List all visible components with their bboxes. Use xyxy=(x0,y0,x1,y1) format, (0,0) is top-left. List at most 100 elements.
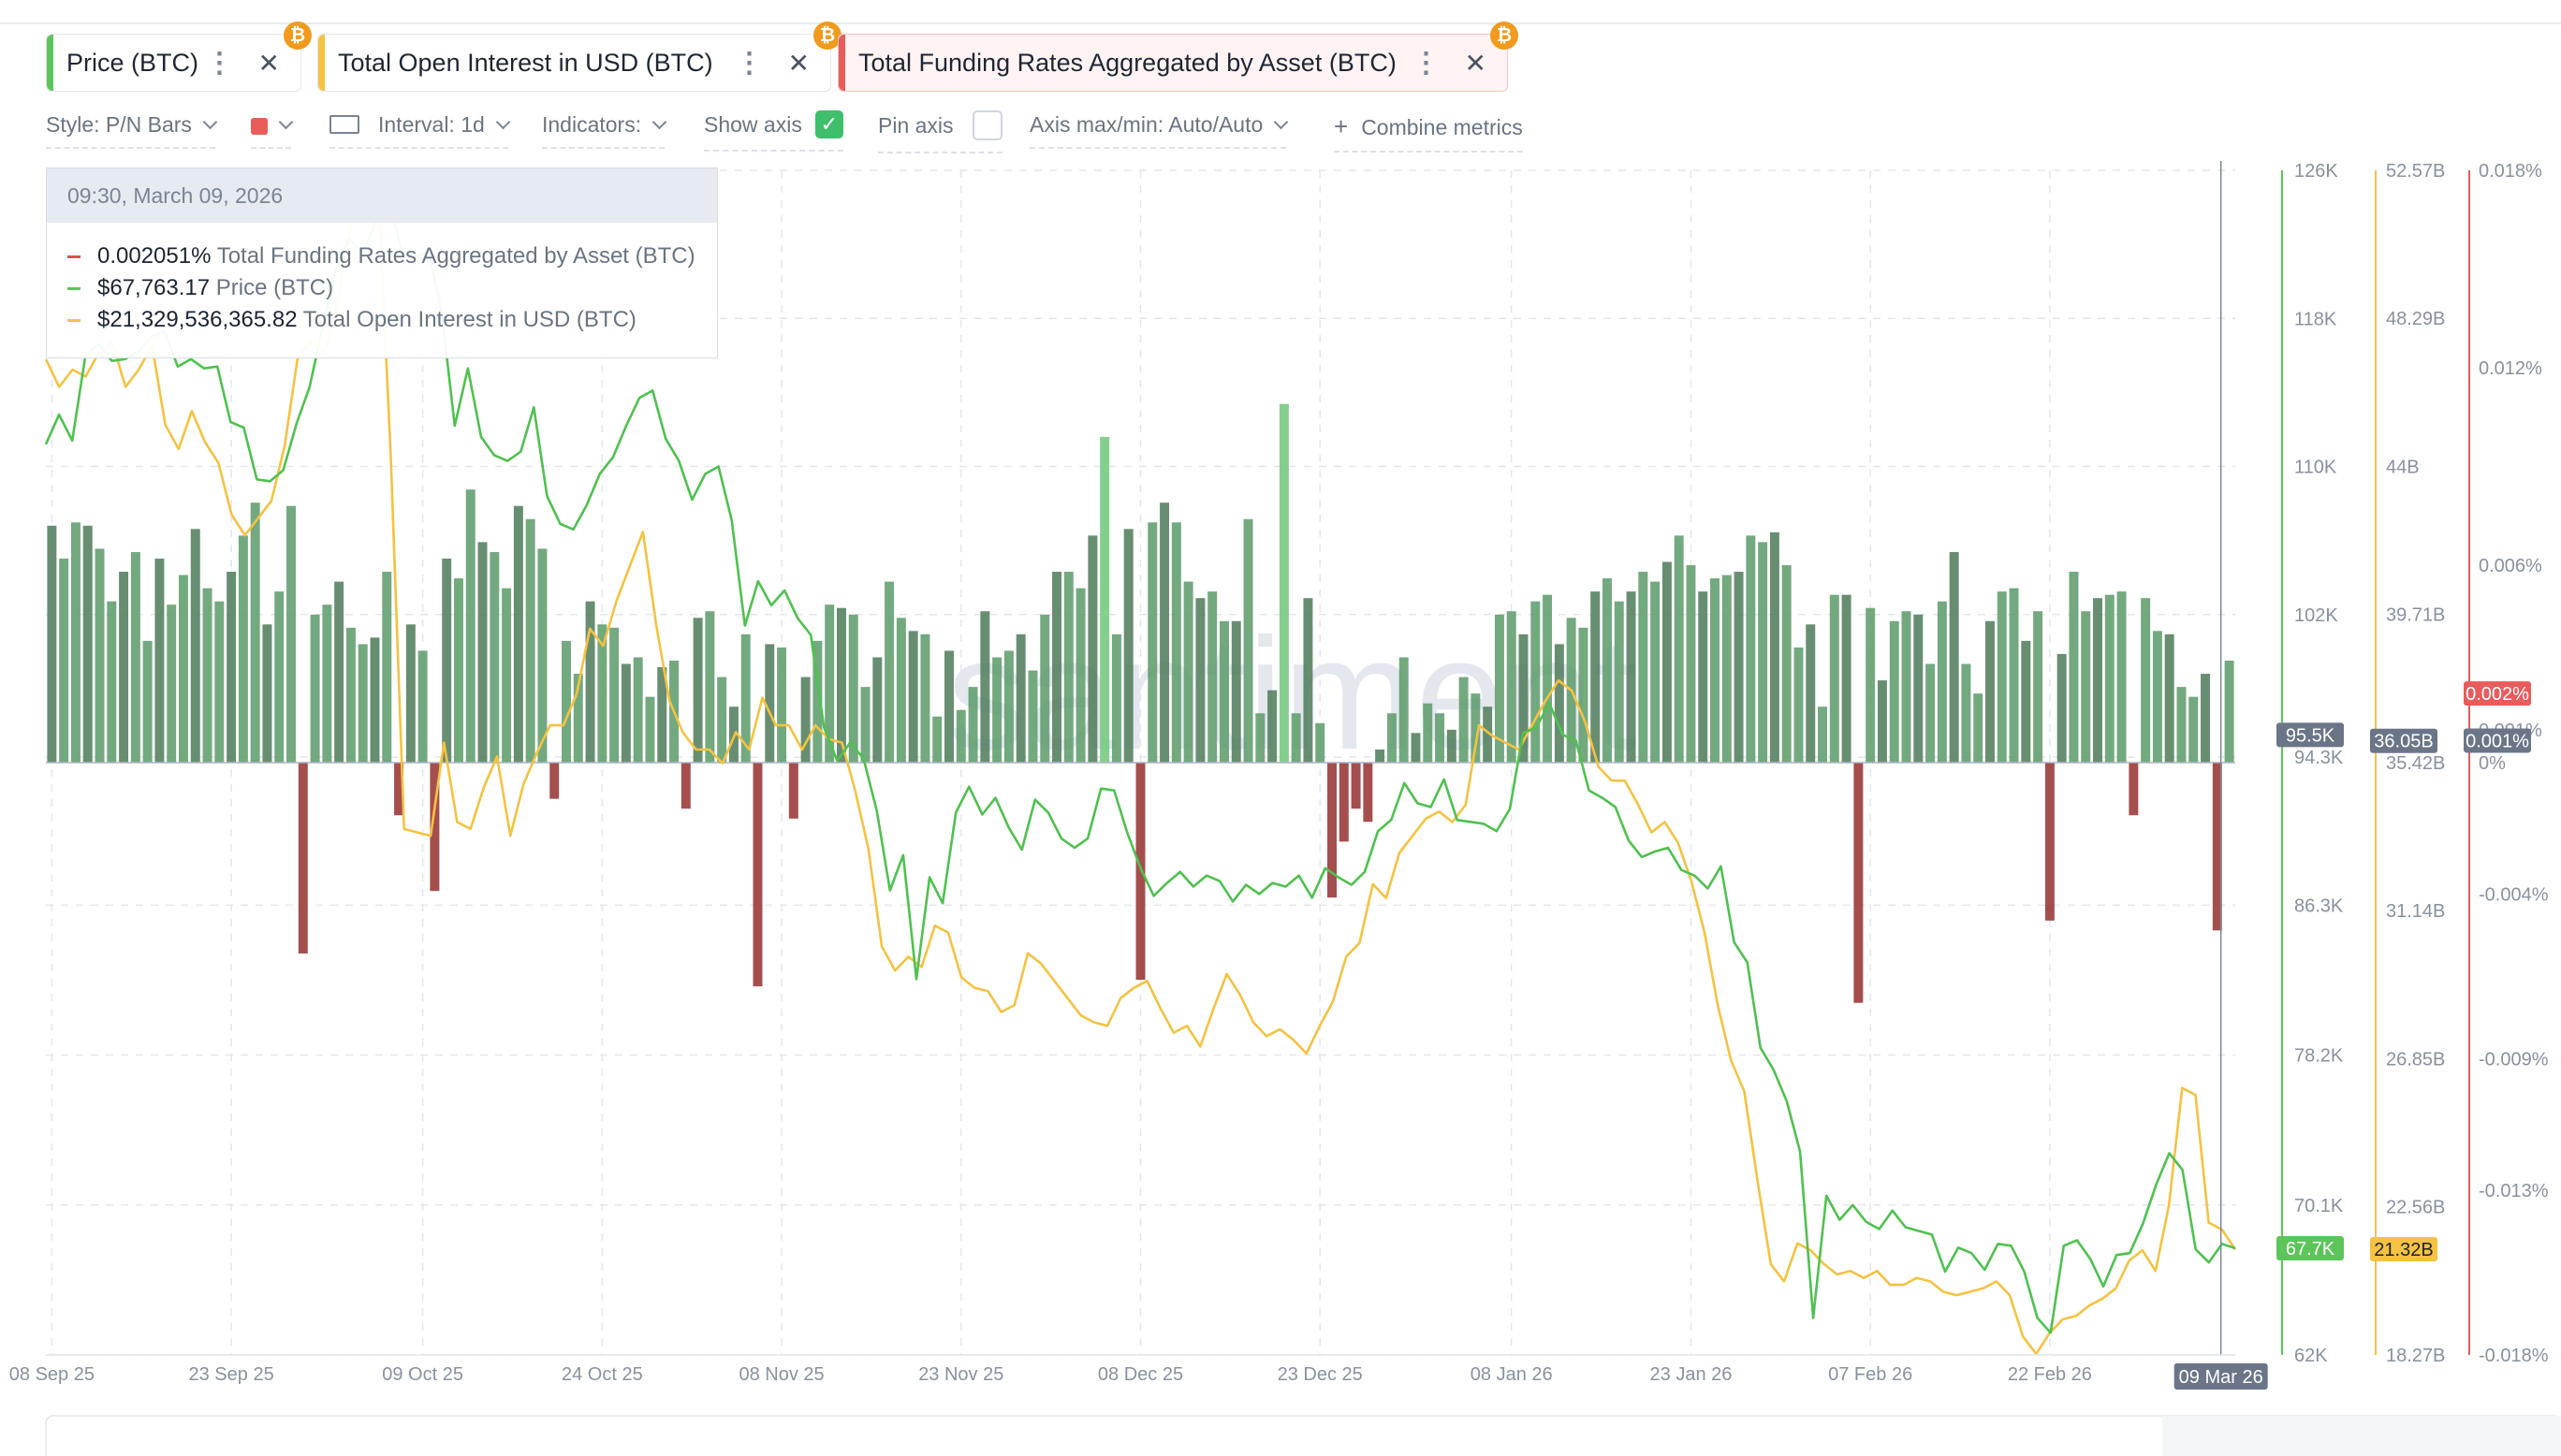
funding-bar xyxy=(1255,713,1266,763)
style-dropdown[interactable]: Style: P/N Bars xyxy=(46,112,218,149)
funding-bar xyxy=(1100,436,1110,763)
open-interest-tick-label: 52.57B xyxy=(2386,161,2445,182)
funding-bar xyxy=(370,637,380,763)
tooltip-series-name: Total Funding Rates Aggregated by Asset … xyxy=(216,243,695,269)
funding-bar xyxy=(2141,598,2151,763)
funding-bar xyxy=(1040,614,1050,763)
funding-bar xyxy=(1614,601,1624,763)
funding-bar xyxy=(585,601,595,763)
close-icon[interactable]: ✕ xyxy=(787,48,810,78)
funding-bar xyxy=(1423,703,1433,763)
funding-bar xyxy=(1866,607,1876,763)
funding-bar xyxy=(1052,572,1062,763)
funding-bar xyxy=(693,618,703,763)
funding-bar xyxy=(298,763,308,954)
funding-bar xyxy=(1076,588,1086,763)
funding-bar xyxy=(490,551,500,763)
axis-maxmin-label: Axis max/min: Auto/Auto xyxy=(1030,112,1264,137)
funding-bar xyxy=(1386,713,1397,763)
open-interest-badge-label: 36.05B xyxy=(2374,732,2433,752)
x-tick-label: 08 Nov 25 xyxy=(739,1364,824,1385)
funding-bar xyxy=(765,644,775,763)
funding-bar xyxy=(1435,713,1445,763)
price-tick-label: 94.3K xyxy=(2294,748,2344,768)
more-options-icon[interactable]: ⋮ xyxy=(735,47,764,79)
funding-bar xyxy=(812,640,823,763)
funding-bar xyxy=(1183,581,1193,763)
funding-bar xyxy=(1219,620,1229,763)
metric-chip-price[interactable]: Price (BTC) ⋮ ✕ ₿ xyxy=(46,22,312,92)
indicators-dropdown[interactable]: Indicators: xyxy=(542,112,667,149)
funding-bar xyxy=(1494,614,1504,763)
funding-bar xyxy=(1518,633,1529,763)
metric-chip-funding-rates[interactable]: Total Funding Rates Aggregated by Asset … xyxy=(838,22,1518,92)
x-tick-label: 23 Jan 26 xyxy=(1650,1364,1733,1385)
checkbox-checked-icon[interactable]: ✓ xyxy=(814,110,843,138)
funding-bar xyxy=(1315,722,1325,763)
color-picker[interactable] xyxy=(251,112,294,149)
show-axis-toggle[interactable]: Show axis ✓ xyxy=(704,110,843,152)
funding-bar xyxy=(2188,696,2199,763)
metric-color-bar xyxy=(47,35,53,91)
funding-bar xyxy=(310,614,320,763)
funding-bar xyxy=(848,614,858,763)
funding-bar xyxy=(573,674,583,763)
funding-bar xyxy=(1530,601,1541,763)
open-interest-tick-label: 31.14B xyxy=(2386,901,2445,922)
top-divider xyxy=(0,22,2561,24)
funding-bar xyxy=(417,650,428,763)
bitcoin-icon: ₿ xyxy=(1490,22,1518,50)
pin-axis-toggle[interactable]: Pin axis xyxy=(878,110,1002,153)
close-icon[interactable]: ✕ xyxy=(1464,48,1486,78)
funding-bar xyxy=(154,558,165,763)
funding-bar xyxy=(1769,531,1779,763)
funding-bar xyxy=(597,624,607,763)
price-badge-label: 95.5K xyxy=(2286,725,2335,746)
funding-bar xyxy=(1746,535,1756,763)
funding-bar xyxy=(227,572,237,763)
series-dash xyxy=(67,287,80,291)
funding-bar xyxy=(2201,674,2211,763)
grid-lines xyxy=(46,169,2235,1356)
axis-maxmin-dropdown[interactable]: Axis max/min: Auto/Auto xyxy=(1030,112,1289,149)
funding-bar xyxy=(274,591,285,763)
metric-label: Total Open Interest in USD (BTC) xyxy=(338,48,713,77)
funding-bar xyxy=(1279,403,1289,763)
funding-bar xyxy=(2152,631,2162,763)
funding-bar xyxy=(1063,572,1074,763)
funding-bar xyxy=(1793,647,1804,763)
funding-tick-label: -0.009% xyxy=(2479,1050,2549,1070)
navigator-selection xyxy=(2162,1416,2561,1456)
interval-dropdown[interactable]: Interval: 1d xyxy=(329,112,511,149)
metric-chip-open-interest[interactable]: Total Open Interest in USD (BTC) ⋮ ✕ ₿ xyxy=(317,22,841,92)
funding-bar xyxy=(1829,594,1839,763)
more-options-icon[interactable]: ⋮ xyxy=(205,47,234,79)
funding-bar xyxy=(2164,633,2174,763)
funding-bar xyxy=(1949,551,1959,763)
funding-bar xyxy=(1458,677,1469,763)
funding-bar xyxy=(956,709,966,763)
funding-bar xyxy=(238,535,248,763)
funding-bar xyxy=(872,657,883,763)
funding-bar xyxy=(1818,706,1828,763)
funding-bar xyxy=(680,763,691,809)
funding-bar xyxy=(1925,663,1936,763)
funding-bar xyxy=(1853,763,1864,1003)
close-icon[interactable]: ✕ xyxy=(257,48,280,78)
checkbox-empty-icon[interactable] xyxy=(972,110,1002,140)
funding-bar xyxy=(2044,763,2055,921)
more-options-icon[interactable]: ⋮ xyxy=(1412,47,1441,79)
funding-bar xyxy=(405,624,416,763)
funding-bar xyxy=(394,763,404,816)
combine-metrics-button[interactable]: + Combine metrics xyxy=(1334,112,1523,153)
funding-tick-label: -0.018% xyxy=(2479,1346,2549,1366)
style-label: Style: P/N Bars xyxy=(46,112,192,137)
funding-bar xyxy=(465,489,476,763)
tooltip-date: 09:30, March 09, 2026 xyxy=(47,168,717,223)
navigator[interactable] xyxy=(45,1415,2561,1456)
funding-bar xyxy=(1997,591,2007,763)
x-tick-label: 24 Oct 25 xyxy=(562,1364,643,1385)
funding-bar xyxy=(968,687,978,763)
funding-bar xyxy=(202,588,212,763)
